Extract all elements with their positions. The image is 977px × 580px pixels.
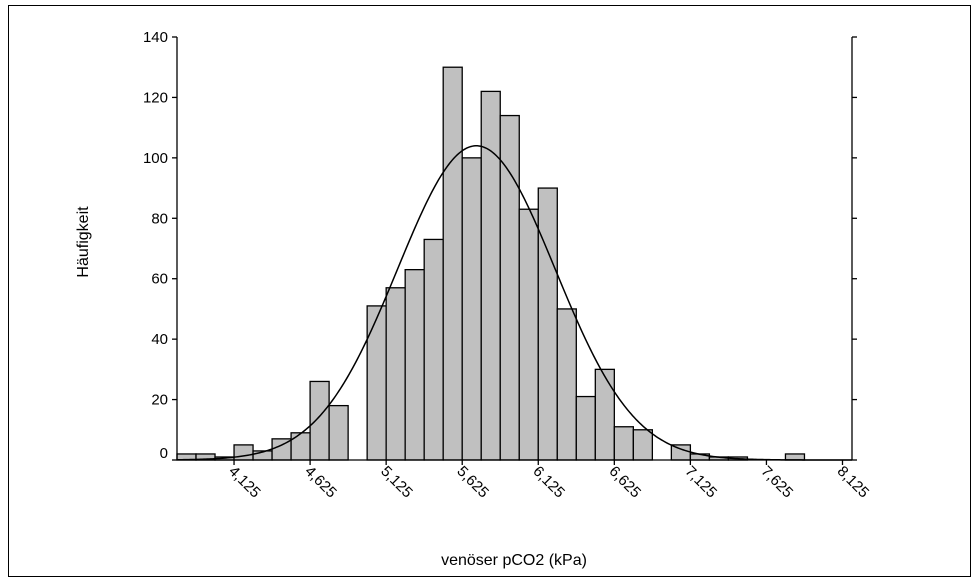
histogram-bar	[594, 368, 615, 461]
y-tick-label: 100	[143, 150, 168, 167]
histogram-bar	[309, 380, 330, 461]
y-tick-label: 80	[151, 210, 168, 227]
y-tick-label: 60	[151, 271, 168, 288]
histogram-bar	[385, 287, 406, 461]
histogram-bar	[537, 187, 558, 461]
histogram-bar	[328, 404, 349, 461]
histogram-bar	[233, 444, 254, 461]
normal-curve-line	[176, 145, 852, 461]
x-tick-label: 7,125	[682, 463, 721, 502]
x-tick-label: 7,625	[758, 463, 797, 502]
x-tick-label: 8,125	[834, 463, 873, 502]
histogram-bar	[518, 208, 539, 461]
y-tick-label: 40	[151, 331, 168, 348]
x-tick-label: 4,125	[225, 463, 264, 502]
histogram-bar	[613, 426, 634, 461]
histogram-bar	[556, 308, 577, 461]
x-tick-label: 6,625	[605, 463, 644, 502]
y-tick-label: 120	[143, 89, 168, 106]
y-axis-title: Häufigkeit	[75, 206, 92, 278]
histogram-bar	[290, 432, 311, 461]
histogram-bar	[442, 66, 463, 461]
x-tick-label: 6,125	[529, 463, 568, 502]
histogram-bar	[404, 268, 425, 461]
histogram-bar	[423, 238, 444, 461]
x-tick-label: 5,125	[377, 463, 416, 502]
x-axis-title: venöser pCO2 (kPa)	[441, 552, 587, 569]
histogram-bar	[366, 305, 387, 461]
y-tick-label: 0	[160, 445, 168, 462]
histogram-bar	[575, 395, 596, 461]
x-tick-label: 5,625	[453, 463, 492, 502]
y-tick-label: 20	[151, 392, 168, 409]
histogram-bar	[499, 114, 520, 461]
bars-group	[176, 66, 806, 461]
x-tick-label: 4,625	[301, 463, 340, 502]
histogram-bar	[632, 429, 654, 461]
y-tick-label: 140	[143, 29, 168, 46]
histogram-bar	[784, 453, 806, 461]
histogram-bar	[461, 157, 482, 461]
